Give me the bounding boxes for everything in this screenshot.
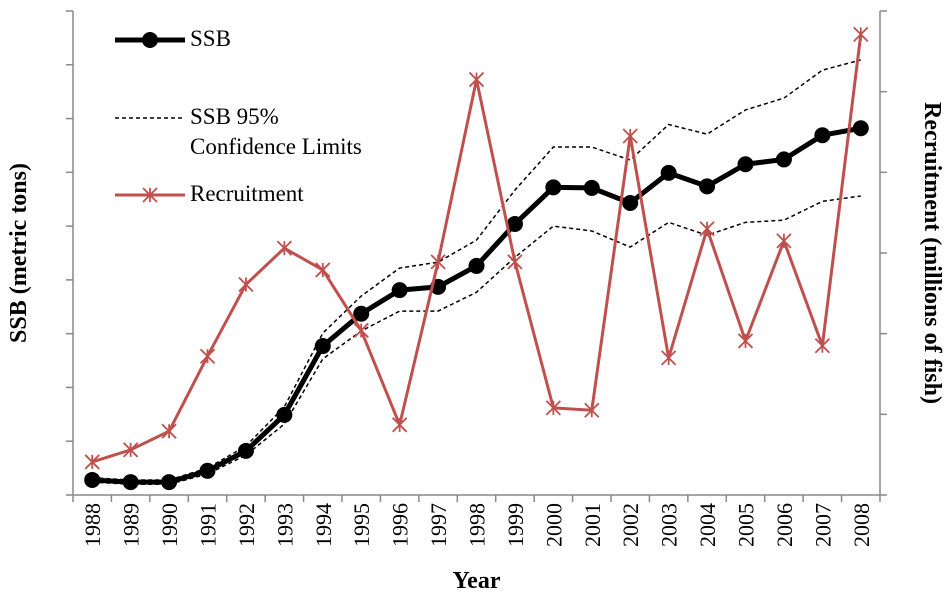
legend-label: Recruitment: [190, 181, 304, 206]
marker: [583, 179, 600, 196]
marker: [814, 127, 831, 144]
marker: [161, 474, 178, 491]
ci-line: [92, 59, 861, 481]
marker: [660, 164, 677, 181]
x-tick-label: 2002: [618, 503, 643, 547]
x-tick-label: 1991: [196, 503, 221, 547]
legend-marker: [142, 187, 158, 203]
x-tick-label: 1997: [426, 503, 451, 547]
marker: [276, 240, 292, 256]
marker: [199, 462, 216, 479]
marker: [699, 178, 716, 195]
marker: [545, 400, 561, 416]
marker: [584, 402, 600, 418]
marker: [391, 282, 408, 299]
marker: [852, 120, 869, 137]
x-tick-label: 1988: [80, 503, 105, 547]
y-axis-title: SSB (metric tons): [6, 163, 32, 343]
x-tick-label: 1998: [465, 503, 490, 547]
marker: [392, 417, 408, 433]
marker: [314, 338, 331, 355]
x-tick-label: 1990: [157, 503, 182, 547]
marker: [776, 233, 792, 249]
marker: [353, 322, 369, 339]
marker: [545, 179, 562, 196]
x-tick-label: 2000: [541, 503, 566, 547]
legend-label: SSB: [190, 26, 231, 51]
x-tick-label: 2005: [734, 503, 759, 547]
x-tick-label: 2006: [772, 503, 797, 547]
marker: [507, 254, 523, 270]
x-axis-title: Year: [453, 568, 501, 594]
marker: [699, 221, 715, 237]
marker: [315, 262, 331, 278]
marker: [737, 156, 754, 173]
x-tick-label: 1989: [119, 503, 144, 547]
x-tick-label: 2001: [580, 503, 605, 547]
marker: [84, 454, 100, 470]
ci-line: [92, 195, 861, 485]
y2-axis-title: Recruitment (millions of fish): [919, 102, 945, 404]
marker: [468, 71, 485, 88]
x-tick-label: 2003: [657, 503, 682, 547]
x-tick-label: 2004: [695, 503, 720, 547]
marker: [237, 442, 254, 459]
x-tick-label: 1993: [272, 503, 297, 547]
x-tick-label: 1999: [503, 503, 528, 547]
x-tick-label: 1994: [311, 503, 336, 547]
x-tick-label: 1992: [234, 503, 259, 547]
marker: [814, 338, 830, 354]
legend-label: SSB 95% Confidence Limits: [190, 104, 362, 159]
x-tick-label: 2008: [849, 503, 874, 547]
x-tick-label: 2007: [810, 503, 835, 547]
marker: [122, 474, 139, 491]
marker: [353, 305, 370, 322]
marker: [430, 254, 446, 270]
marker: [853, 26, 869, 43]
marker: [84, 471, 101, 488]
marker: [506, 215, 523, 232]
marker: [199, 348, 216, 364]
x-tick-label: 1995: [349, 503, 374, 547]
marker: [468, 257, 485, 274]
marker: [161, 423, 177, 439]
x-tick-label: 1996: [388, 503, 413, 547]
marker: [661, 350, 677, 366]
marker: [123, 442, 139, 458]
legend-marker: [142, 32, 158, 48]
marker: [238, 276, 254, 293]
marker: [622, 128, 638, 144]
marker: [737, 333, 754, 349]
marker: [622, 194, 639, 211]
series-line: [91, 34, 863, 464]
marker: [775, 151, 792, 168]
